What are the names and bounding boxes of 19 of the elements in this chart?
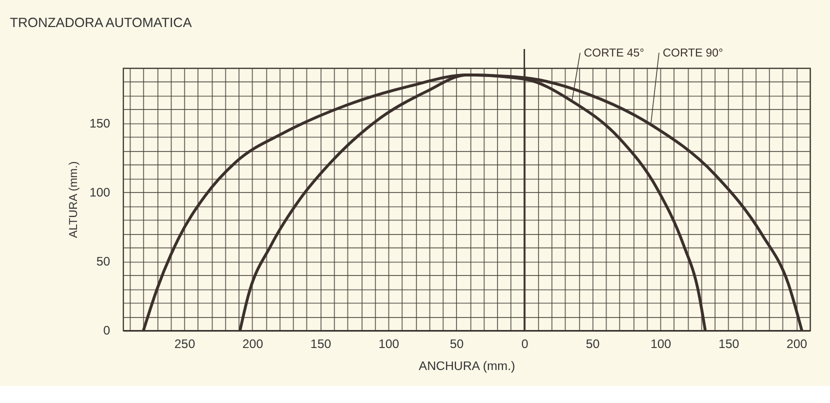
x-tick-label: 250 — [174, 337, 196, 352]
x-tick-label: 0 — [521, 337, 528, 352]
x-tick-label: 200 — [242, 337, 264, 352]
chart-title: TRONZADORA AUTOMATICA — [10, 15, 192, 30]
x-tick-label: 100 — [650, 337, 672, 352]
y-tick-label: 0 — [103, 324, 110, 338]
x-tick-label: 150 — [310, 337, 332, 352]
x-tick-label: 100 — [378, 337, 400, 352]
x-tick-label: 50 — [450, 337, 464, 352]
text: CORTE 45° — [584, 48, 644, 60]
x-axis-title: ANCHURA (mm.) — [418, 358, 516, 373]
y-tick-label: 100 — [90, 186, 110, 200]
x-tick-label: 150 — [718, 337, 740, 352]
y-tick-label: 50 — [96, 254, 110, 269]
y-axis-title: ALTURA (mm.) — [68, 161, 80, 238]
x-tick-label: 200 — [786, 337, 808, 352]
text: CORTE 90° — [662, 48, 724, 60]
x-tick-label: 50 — [586, 337, 600, 352]
y-tick-label: 150 — [90, 116, 110, 131]
